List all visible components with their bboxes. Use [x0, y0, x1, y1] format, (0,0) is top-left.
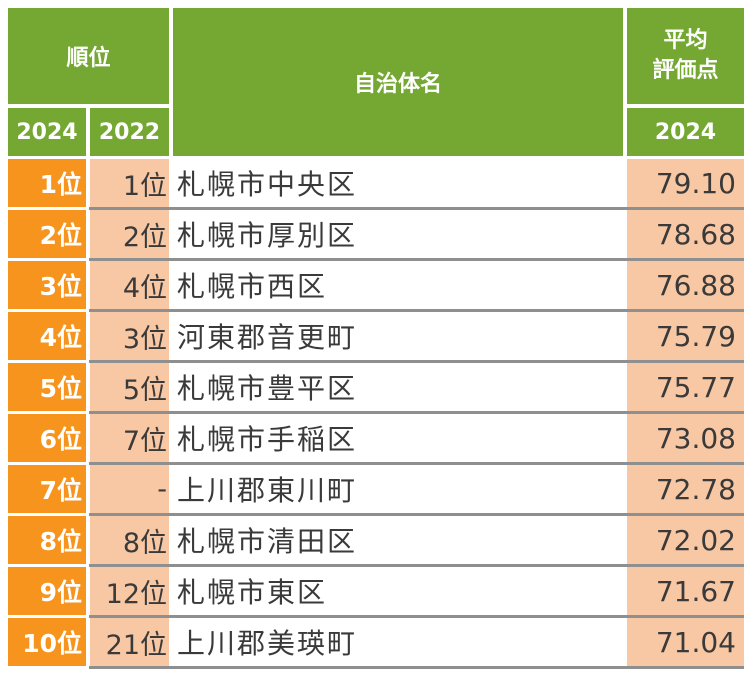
- municipality-name: 札幌市東区: [173, 567, 623, 615]
- rank-2022: 3位: [90, 312, 169, 360]
- municipality-name: 札幌市厚別区: [173, 210, 623, 258]
- municipality-name: 上川郡東川町: [173, 465, 623, 513]
- average-score: 78.68: [627, 210, 744, 258]
- rank-2022: 5位: [90, 363, 169, 411]
- municipality-name: 札幌市中央区: [173, 159, 623, 207]
- municipality-name: 上川郡美瑛町: [173, 618, 623, 666]
- row-divider: [89, 360, 744, 363]
- year-2022-header: 2022: [90, 108, 169, 156]
- average-score: 79.10: [627, 159, 744, 207]
- municipality-name: 札幌市手稲区: [173, 414, 623, 462]
- average-score: 75.79: [627, 312, 744, 360]
- score-header-line2: 評価点: [652, 58, 719, 83]
- municipality-name: 札幌市豊平区: [173, 363, 623, 411]
- row-divider: [89, 615, 744, 618]
- rank-2024: 4位: [8, 312, 86, 360]
- rank-header: 順位: [8, 8, 169, 104]
- average-score: 75.77: [627, 363, 744, 411]
- municipality-name: 札幌市清田区: [173, 516, 623, 564]
- row-divider: [89, 258, 744, 261]
- score-header: 平均 評価点: [627, 8, 744, 104]
- rank-2024: 7位: [8, 465, 86, 513]
- rank-2022: 21位: [90, 618, 169, 666]
- rank-2022: 1位: [90, 159, 169, 207]
- rank-2022: 2位: [90, 210, 169, 258]
- score-header-line1: 平均: [663, 28, 708, 53]
- row-divider: [89, 207, 744, 210]
- rank-2022: 12位: [90, 567, 169, 615]
- rank-2024: 6位: [8, 414, 86, 462]
- row-divider: [89, 564, 744, 567]
- row-divider: [89, 411, 744, 414]
- row-divider: [89, 666, 744, 669]
- year-2024-header: 2024: [8, 108, 86, 156]
- rank-2022: 4位: [90, 261, 169, 309]
- rank-2024: 10位: [8, 618, 86, 666]
- rank-2024: 8位: [8, 516, 86, 564]
- average-score: 71.04: [627, 618, 744, 666]
- average-score: 76.88: [627, 261, 744, 309]
- municipality-header: 自治体名: [173, 8, 623, 156]
- row-divider: [89, 513, 744, 516]
- rank-2024: 2位: [8, 210, 86, 258]
- average-score: 73.08: [627, 414, 744, 462]
- rank-2022: 8位: [90, 516, 169, 564]
- rank-2022: -: [90, 465, 169, 513]
- rank-2024: 9位: [8, 567, 86, 615]
- rank-2024: 3位: [8, 261, 86, 309]
- average-score: 71.67: [627, 567, 744, 615]
- municipality-name: 河東郡音更町: [173, 312, 623, 360]
- rank-2024: 1位: [8, 159, 86, 207]
- row-divider: [89, 462, 744, 465]
- row-divider: [89, 309, 744, 312]
- rank-2022: 7位: [90, 414, 169, 462]
- average-score: 72.02: [627, 516, 744, 564]
- municipality-name: 札幌市西区: [173, 261, 623, 309]
- rank-2024: 5位: [8, 363, 86, 411]
- average-score: 72.78: [627, 465, 744, 513]
- score-year-header: 2024: [627, 108, 744, 156]
